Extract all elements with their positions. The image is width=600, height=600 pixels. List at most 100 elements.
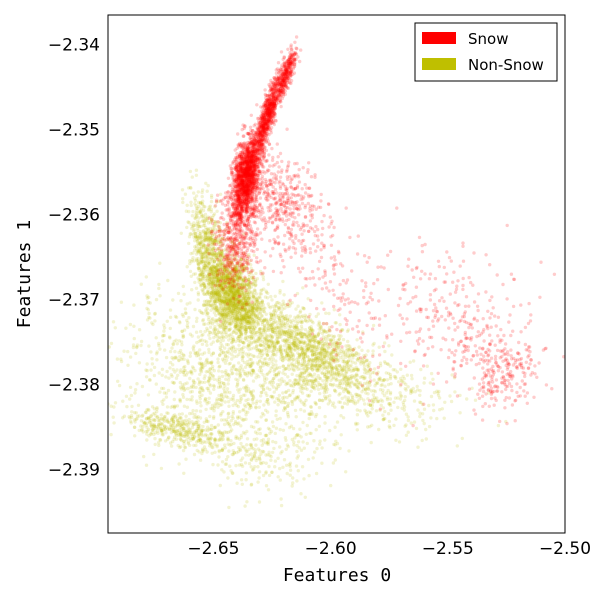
data-point xyxy=(236,302,240,306)
data-point xyxy=(226,237,230,242)
data-point xyxy=(221,321,225,325)
data-point xyxy=(232,363,236,368)
data-point xyxy=(206,425,210,429)
data-point xyxy=(209,377,213,381)
data-point xyxy=(200,255,204,259)
data-point xyxy=(259,415,263,419)
data-point xyxy=(77,320,80,323)
data-point xyxy=(170,355,174,360)
data-point xyxy=(150,357,154,361)
data-point xyxy=(237,390,241,394)
data-point xyxy=(212,328,216,332)
data-point xyxy=(343,395,347,399)
data-point xyxy=(173,349,177,354)
data-point xyxy=(234,319,238,323)
data-point xyxy=(290,372,294,376)
data-point xyxy=(231,268,235,272)
data-point xyxy=(397,380,401,384)
data-point xyxy=(177,358,181,362)
data-point xyxy=(252,319,257,323)
data-point xyxy=(231,371,235,375)
data-point xyxy=(241,408,245,413)
data-point xyxy=(371,343,375,347)
data-point xyxy=(265,386,270,390)
data-point xyxy=(243,293,248,297)
data-point xyxy=(209,199,214,204)
data-point xyxy=(215,318,219,323)
data-point xyxy=(218,285,222,289)
data-point xyxy=(250,275,254,280)
data-point xyxy=(224,269,228,273)
data-point xyxy=(128,397,132,401)
data-point xyxy=(194,244,199,248)
data-point xyxy=(152,432,156,437)
data-point xyxy=(245,316,250,320)
data-point xyxy=(227,373,231,377)
data-point xyxy=(195,340,199,345)
data-point xyxy=(278,445,282,449)
data-point xyxy=(216,277,221,282)
data-point xyxy=(237,334,241,338)
data-point xyxy=(140,414,144,418)
data-point xyxy=(168,315,173,319)
data-point xyxy=(354,351,358,355)
data-point xyxy=(394,417,398,421)
data-point xyxy=(198,236,203,241)
data-point xyxy=(210,264,214,269)
data-point xyxy=(320,301,324,305)
data-point xyxy=(171,298,175,302)
data-point xyxy=(239,331,243,335)
data-point xyxy=(185,397,189,402)
data-point xyxy=(188,376,192,381)
data-point xyxy=(314,364,318,368)
data-point xyxy=(239,298,243,303)
data-point xyxy=(318,376,322,381)
data-point xyxy=(252,296,257,300)
data-point xyxy=(237,322,241,326)
data-point xyxy=(253,280,257,284)
data-point xyxy=(280,449,284,454)
data-point xyxy=(144,410,148,415)
data-point xyxy=(228,307,232,311)
data-point xyxy=(216,287,221,291)
data-point xyxy=(176,373,180,377)
data-point xyxy=(280,326,284,330)
data-point xyxy=(243,299,248,303)
data-point xyxy=(228,293,232,297)
data-point xyxy=(247,290,252,294)
data-point xyxy=(181,200,185,205)
data-point xyxy=(227,293,231,297)
data-point xyxy=(239,300,243,304)
data-point xyxy=(324,311,328,315)
data-point xyxy=(191,408,195,413)
data-point xyxy=(251,306,255,310)
data-point xyxy=(121,399,125,403)
data-point xyxy=(236,302,240,306)
data-point xyxy=(246,296,250,300)
data-point xyxy=(231,278,235,282)
data-point xyxy=(222,330,226,334)
data-point xyxy=(239,295,243,299)
data-point xyxy=(228,305,232,309)
data-point xyxy=(331,461,336,465)
data-point xyxy=(240,284,244,289)
data-point xyxy=(419,367,423,372)
data-point xyxy=(160,373,164,377)
data-point xyxy=(242,314,246,318)
data-point xyxy=(232,279,236,283)
data-point xyxy=(259,394,263,398)
data-point xyxy=(262,318,266,323)
data-point xyxy=(249,357,253,362)
data-point xyxy=(220,322,225,327)
data-point xyxy=(222,280,227,285)
data-point xyxy=(157,341,161,346)
data-point xyxy=(223,271,227,275)
data-point xyxy=(278,416,282,421)
data-point xyxy=(193,216,197,220)
data-point xyxy=(201,319,205,323)
data-point xyxy=(244,311,249,315)
data-point xyxy=(211,283,216,287)
data-point xyxy=(265,393,269,398)
data-point xyxy=(233,291,237,296)
data-point xyxy=(134,351,138,356)
